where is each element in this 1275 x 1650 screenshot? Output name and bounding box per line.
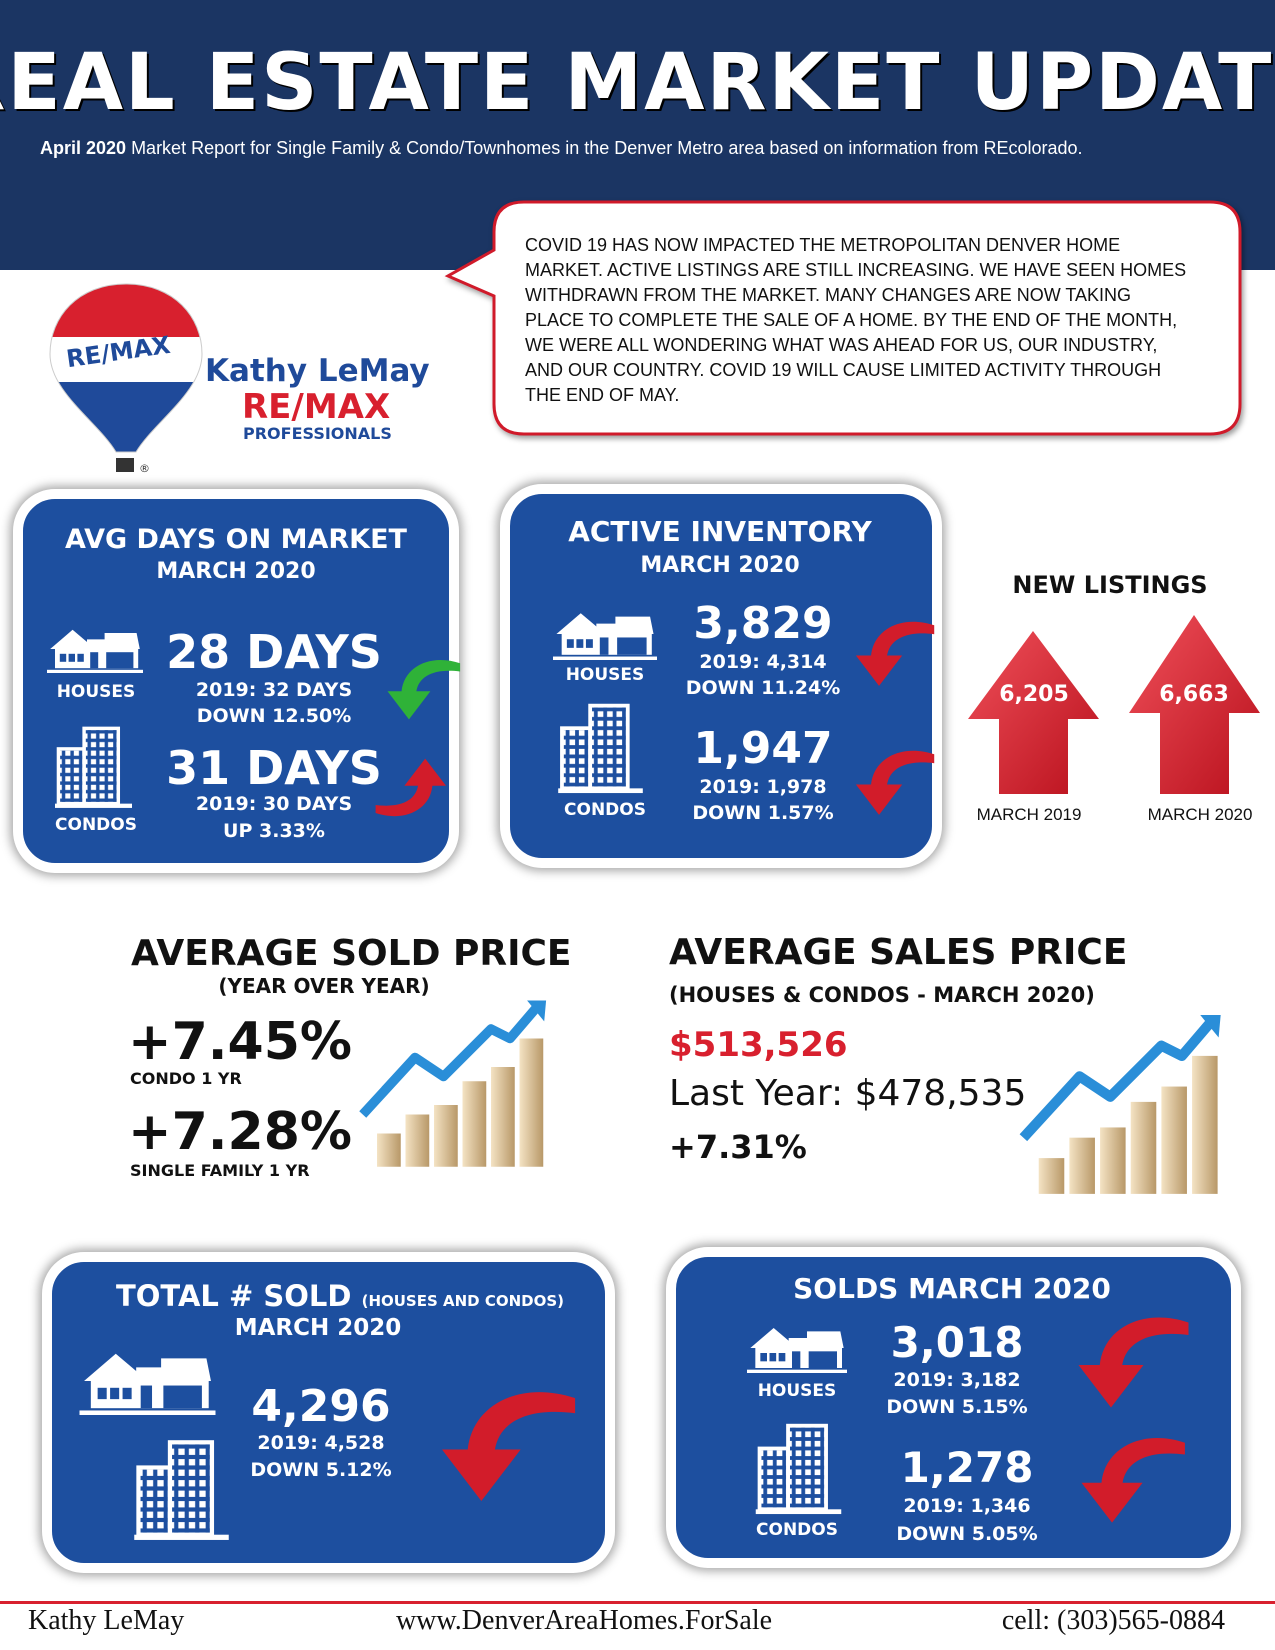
down-arrow-red: [1081, 1438, 1185, 1523]
condo-prior: 2019: 30 DAYS: [195, 793, 353, 815]
down-arrow-red: [442, 1392, 576, 1501]
house-prior: 2019: 32 DAYS: [195, 679, 353, 701]
condo-label: CONDOS: [55, 815, 137, 835]
growth-illustration: [1015, 1015, 1226, 1199]
title-note: (HOUSES AND CONDOS): [361, 1292, 565, 1310]
total-value: 4,296: [251, 1381, 391, 1432]
listing-value: 6,205: [999, 682, 1069, 707]
brand-name: RE/MAX: [242, 387, 391, 427]
down-arrow-red: [855, 621, 935, 686]
condo-value: 1,278: [900, 1443, 1034, 1492]
house-icon: [47, 629, 143, 673]
house-change: DOWN 5.15%: [886, 1396, 1028, 1418]
listing-label: MARCH 2020: [1147, 805, 1253, 824]
down-arrow-red: [855, 750, 935, 815]
condo-icon: [554, 700, 647, 794]
total-prior: 2019: 4,528: [257, 1432, 385, 1454]
box-period: MARCH 2020: [234, 1315, 402, 1341]
growth-illustration: [358, 994, 548, 1178]
condo-icon: [755, 1423, 842, 1515]
house-label: HOUSES: [565, 665, 645, 685]
house-icon: [553, 613, 657, 660]
footer-rule: [0, 1601, 1275, 1604]
sales-price-title: AVERAGE SALES PRICE: [669, 932, 1128, 973]
box-period: MARCH 2020: [640, 553, 800, 578]
condo-prior: 2019: 1,346: [903, 1495, 1031, 1517]
sold-price-title: AVERAGE SOLD PRICE: [131, 933, 572, 974]
office-name: PROFESSIONALS: [243, 424, 392, 443]
callout-line: AND OUR COUNTRY. COVID 19 WILL CAUSE LIM…: [525, 360, 1162, 380]
condo-change: UP 3.33%: [223, 820, 325, 842]
sales-price-change: +7.31%: [669, 1128, 807, 1166]
total-change: DOWN 5.12%: [250, 1459, 392, 1481]
house-icon: [79, 1353, 216, 1415]
solds-box: [666, 1247, 1241, 1568]
condo-value: 31 DAYS: [166, 741, 382, 795]
title-main: TOTAL # SOLD: [116, 1279, 352, 1313]
house-prior: 2019: 3,182: [893, 1369, 1021, 1391]
callout-text: COVID 19 HAS NOW IMPACTED THE METROPOLIT…: [525, 233, 1186, 408]
registered-mark: ®: [139, 462, 150, 475]
callout-line: WE WERE ALL WONDERING WHAT WAS AHEAD FOR…: [525, 335, 1158, 355]
house-icon: [747, 1328, 847, 1373]
sold-price-value: +7.45%: [128, 1012, 352, 1072]
callout-line: MARKET. ACTIVE LISTINGS ARE STILL INCREA…: [525, 260, 1187, 280]
footer-name: Kathy LeMay: [28, 1605, 185, 1636]
subtitle-date: April 2020: [40, 138, 127, 158]
up-arrow-red: [375, 758, 446, 817]
box-title: AVG DAYS ON MARKET: [65, 524, 407, 555]
condo-label: CONDOS: [756, 1520, 838, 1540]
agent-name: Kathy LeMay: [205, 353, 430, 389]
footer-phone: cell: (303)565-0884: [1001, 1605, 1225, 1636]
house-change: DOWN 11.24%: [685, 677, 841, 699]
house-label: HOUSES: [757, 1381, 837, 1401]
up-arrow: [968, 631, 1099, 794]
down-arrow-green: [387, 659, 461, 720]
header-subtitle: April 2020 Market Report for Single Fami…: [40, 139, 1083, 157]
house-prior: 2019: 4,314: [699, 651, 827, 673]
condo-icon: [55, 726, 132, 809]
sold-price-label: SINGLE FAMILY 1 YR: [130, 1161, 310, 1180]
sales-price-current: $513,526: [669, 1025, 848, 1065]
callout-line: THE END OF MAY.: [525, 385, 680, 405]
house-label: HOUSES: [56, 682, 136, 702]
sold-price-value: +7.28%: [128, 1102, 352, 1162]
house-value: 3,829: [693, 598, 833, 649]
sold-price-subtitle: (YEAR OVER YEAR): [218, 974, 430, 998]
footer-website: www.DenverAreaHomes.ForSale: [395, 1605, 773, 1636]
condo-change: DOWN 1.57%: [692, 802, 834, 824]
condo-icon: [126, 1436, 237, 1541]
box-title: SOLDS MARCH 2020: [793, 1272, 1111, 1305]
sales-price-subtitle: (HOUSES & CONDOS - MARCH 2020): [669, 983, 1095, 1007]
new-listings-title: NEW LISTINGS: [1012, 571, 1208, 599]
down-arrow-red: [1078, 1317, 1189, 1408]
house-value: 28 DAYS: [166, 625, 382, 679]
listing-label: MARCH 2019: [976, 805, 1082, 824]
sold-price-label: CONDO 1 YR: [130, 1069, 242, 1088]
up-arrow: [1129, 615, 1260, 794]
callout-line: PLACE TO COMPLETE THE SALE OF A HOME. BY…: [525, 310, 1178, 330]
callout-line: WITHDRAWN FROM THE MARKET. MANY CHANGES …: [525, 285, 1132, 305]
condo-value: 1,947: [693, 723, 833, 774]
box-title: ACTIVE INVENTORY: [568, 515, 872, 548]
logo-balloon: [49, 283, 203, 472]
inventory-box: [500, 484, 942, 868]
condo-label: CONDOS: [564, 800, 646, 820]
callout-bubble: [444, 200, 1242, 436]
box-title: TOTAL # SOLD (HOUSES AND CONDOS): [116, 1282, 564, 1311]
condo-change: DOWN 5.05%: [896, 1523, 1038, 1545]
subtitle-text: Market Report for Single Family & Condo/…: [131, 138, 1083, 158]
sales-price-last-year: Last Year: $478,535: [669, 1073, 1027, 1114]
house-change: DOWN 12.50%: [196, 705, 352, 727]
listing-value: 6,663: [1159, 682, 1229, 707]
house-value: 3,018: [890, 1318, 1024, 1367]
header-title: REAL ESTATE MARKET UPDATE: [0, 38, 1275, 128]
callout-line: COVID 19 HAS NOW IMPACTED THE METROPOLIT…: [525, 235, 1121, 255]
condo-prior: 2019: 1,978: [699, 776, 827, 798]
box-period: MARCH 2020: [156, 559, 316, 584]
